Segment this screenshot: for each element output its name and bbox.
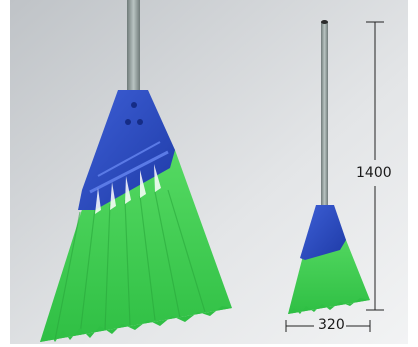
broom-large [40, 0, 232, 342]
broom-bristles [40, 100, 232, 342]
handle-cap-icon [321, 20, 328, 24]
height-dimension-label: 1400 [356, 165, 392, 181]
broom-head-small [300, 205, 346, 260]
broom-bristles-small [288, 210, 370, 314]
broom-head [78, 90, 175, 210]
broom-handle [127, 0, 140, 95]
width-dimension-label: 320 [318, 317, 345, 333]
dimension-lines [285, 21, 384, 332]
broom-handle-small [321, 22, 328, 212]
bristle-tips [40, 306, 232, 342]
broom-small [288, 20, 370, 314]
head-rivet [131, 102, 137, 108]
